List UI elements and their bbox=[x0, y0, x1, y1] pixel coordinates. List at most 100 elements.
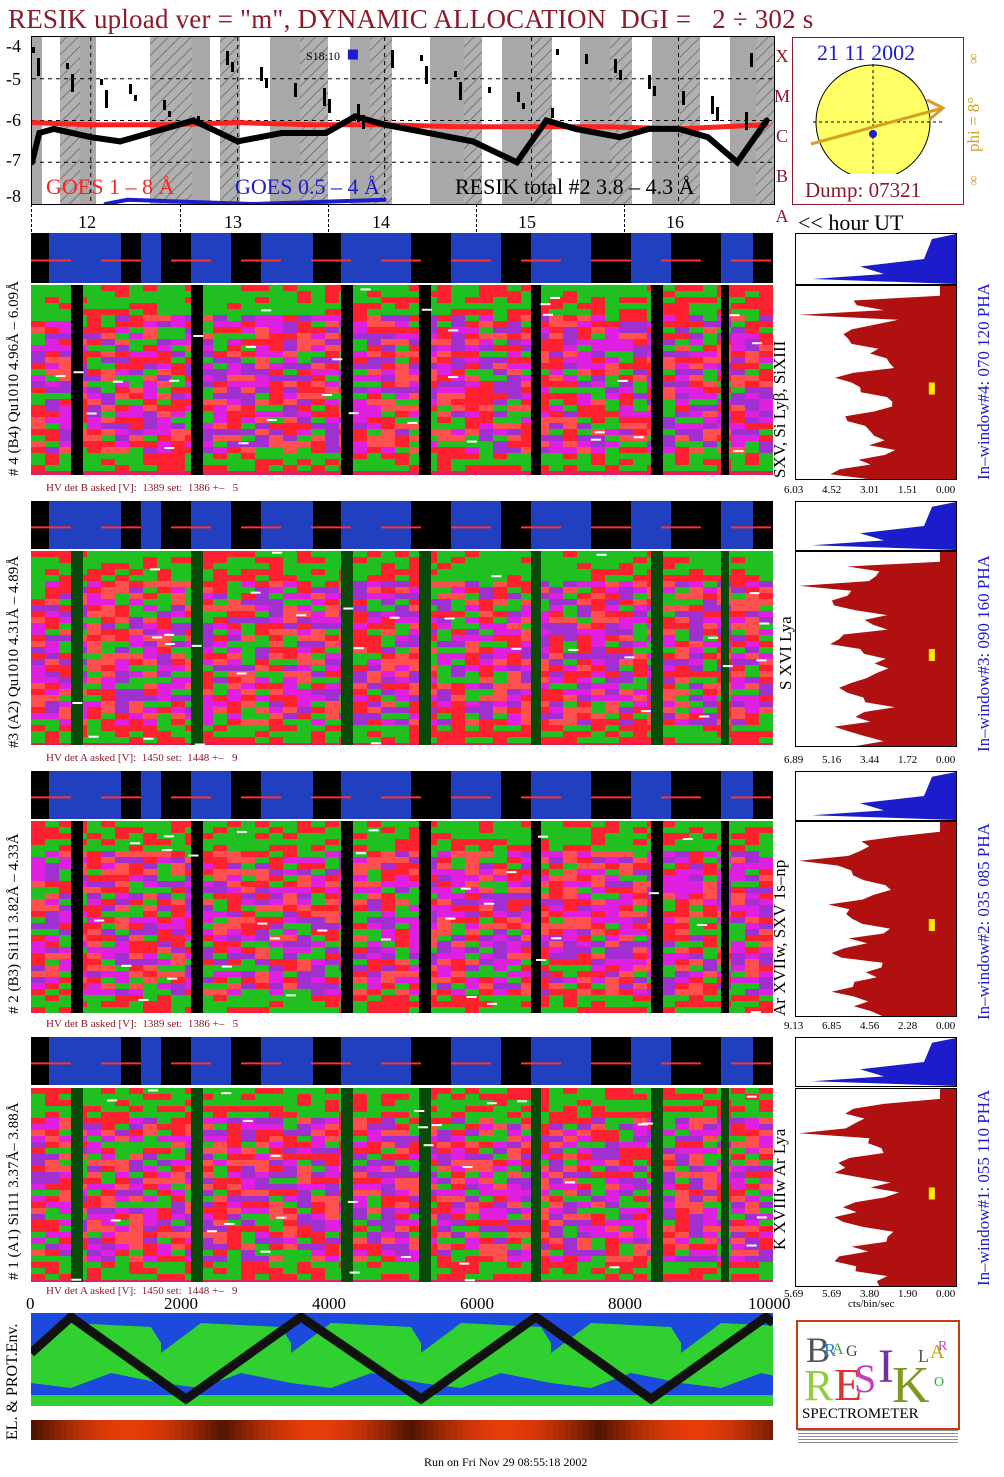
data-point bbox=[529, 124, 534, 129]
spectrogram-cell bbox=[297, 725, 311, 731]
spectrogram-cell bbox=[563, 375, 577, 381]
spectrogram-cell bbox=[605, 677, 619, 683]
spectrogram-cell bbox=[311, 713, 325, 719]
spectrogram-cell bbox=[45, 989, 59, 995]
spectrogram-cell bbox=[759, 357, 773, 363]
spectrogram-cell bbox=[227, 689, 241, 695]
spectrogram-cell bbox=[465, 551, 479, 557]
spectrogram-cell bbox=[367, 321, 381, 327]
data-point bbox=[513, 159, 520, 166]
spectrogram-cell bbox=[269, 911, 283, 917]
spectrogram-cell bbox=[255, 827, 269, 833]
spectrogram-cell bbox=[577, 869, 591, 875]
spectrogram-cell bbox=[227, 623, 241, 629]
spectrogram-cell bbox=[213, 327, 227, 333]
spectrogram-cell bbox=[437, 995, 451, 1001]
spectrogram-cell bbox=[143, 357, 157, 363]
spectrogram-cell bbox=[283, 399, 297, 405]
spectrogram-cell bbox=[45, 695, 59, 701]
spectrogram-cell bbox=[311, 875, 325, 881]
spectrogram-cell bbox=[549, 369, 563, 375]
spectrogram-cell bbox=[213, 435, 227, 441]
spectrogram-cell bbox=[283, 701, 297, 707]
spectrogram-cell bbox=[213, 563, 227, 569]
spectrogram-cell bbox=[451, 647, 465, 653]
spectrogram-cell bbox=[269, 617, 283, 623]
spectrogram-cell bbox=[325, 893, 339, 899]
spectrogram-cell bbox=[213, 605, 227, 611]
spectrogram-cell bbox=[689, 309, 703, 315]
spectrogram-cell bbox=[59, 911, 73, 917]
spectrogram-cell bbox=[731, 677, 745, 683]
spectrogram-cell bbox=[199, 641, 213, 647]
spectrogram-cell bbox=[255, 617, 269, 623]
spectrogram-cell bbox=[731, 605, 745, 611]
spectrogram-cell bbox=[129, 453, 143, 459]
spectrogram-cell bbox=[381, 695, 395, 701]
spectrogram-cell bbox=[311, 447, 325, 453]
spectrogram-cell bbox=[689, 719, 703, 725]
spectrogram-cell bbox=[437, 593, 451, 599]
spectrogram-cell bbox=[745, 629, 759, 635]
histogram-area bbox=[796, 552, 956, 746]
spectrogram-cell bbox=[283, 393, 297, 399]
spectrogram-cell bbox=[661, 459, 675, 465]
spectrogram-cell bbox=[297, 971, 311, 977]
spectrogram-cell bbox=[255, 677, 269, 683]
histogram-area bbox=[812, 234, 956, 284]
spectrogram-cell bbox=[87, 587, 101, 593]
data-gap bbox=[161, 501, 191, 549]
spectrogram-cell bbox=[409, 959, 423, 965]
spectrogram-cell bbox=[395, 1001, 409, 1007]
data-gap bbox=[191, 551, 203, 745]
spectrogram-cell bbox=[521, 435, 535, 441]
spectrogram-cell bbox=[367, 959, 381, 965]
spectrogram-cell bbox=[703, 587, 717, 593]
spectrogram-cell bbox=[381, 677, 395, 683]
spectrogram-cell bbox=[367, 435, 381, 441]
spectrogram-cell bbox=[731, 345, 745, 351]
spectrogram-cell bbox=[409, 297, 423, 303]
spectrogram-cell bbox=[227, 411, 241, 417]
spectrogram-cell bbox=[283, 587, 297, 593]
spectrogram-cell bbox=[171, 623, 185, 629]
spectrogram-cell bbox=[367, 453, 381, 459]
spectrogram-cell bbox=[143, 1007, 157, 1013]
spectrogram-cell bbox=[507, 327, 521, 333]
spectrogram-cell bbox=[129, 629, 143, 635]
spectrogram-cell bbox=[87, 551, 101, 557]
spectrogram-cell bbox=[311, 429, 325, 435]
spectrogram-cell bbox=[31, 833, 45, 839]
spectrogram-cell bbox=[255, 423, 269, 429]
spectrogram-cell bbox=[381, 429, 395, 435]
spectrogram-cell bbox=[577, 995, 591, 1001]
spectrogram-cell bbox=[171, 881, 185, 887]
spectrogram-cell bbox=[143, 845, 157, 851]
spectrogram-cell bbox=[143, 441, 157, 447]
spectrogram-cell bbox=[465, 833, 479, 839]
spectrogram-cell bbox=[297, 653, 311, 659]
spectrogram-cell bbox=[45, 623, 59, 629]
spectrogram-cell bbox=[605, 327, 619, 333]
spectrogram-cell bbox=[633, 327, 647, 333]
spectrogram-cell bbox=[437, 369, 451, 375]
spectrogram-cell bbox=[157, 291, 171, 297]
spectrogram-cell bbox=[619, 941, 633, 947]
spectrogram-cell bbox=[199, 417, 213, 423]
spectrogram-cell bbox=[129, 989, 143, 995]
spectrogram-cell bbox=[619, 333, 633, 339]
spectrogram-cell bbox=[31, 629, 45, 635]
spectrogram-cell bbox=[633, 429, 647, 435]
spectrogram-cell bbox=[577, 459, 591, 465]
spectrogram-cell bbox=[297, 429, 311, 435]
spectrogram-cell bbox=[619, 677, 633, 683]
spectrogram-cell bbox=[199, 587, 213, 593]
spectrogram-cell bbox=[157, 465, 171, 471]
spectrogram-cell bbox=[241, 695, 255, 701]
spectrogram-cell bbox=[395, 315, 409, 321]
spectrogram-cell bbox=[241, 611, 255, 617]
spectrogram-cell bbox=[479, 983, 493, 989]
spectrogram-cell bbox=[367, 587, 381, 593]
spectrogram-cell bbox=[507, 689, 521, 695]
spectrogram-cell bbox=[87, 617, 101, 623]
